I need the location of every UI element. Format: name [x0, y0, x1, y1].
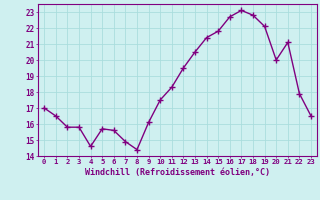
X-axis label: Windchill (Refroidissement éolien,°C): Windchill (Refroidissement éolien,°C) — [85, 168, 270, 177]
